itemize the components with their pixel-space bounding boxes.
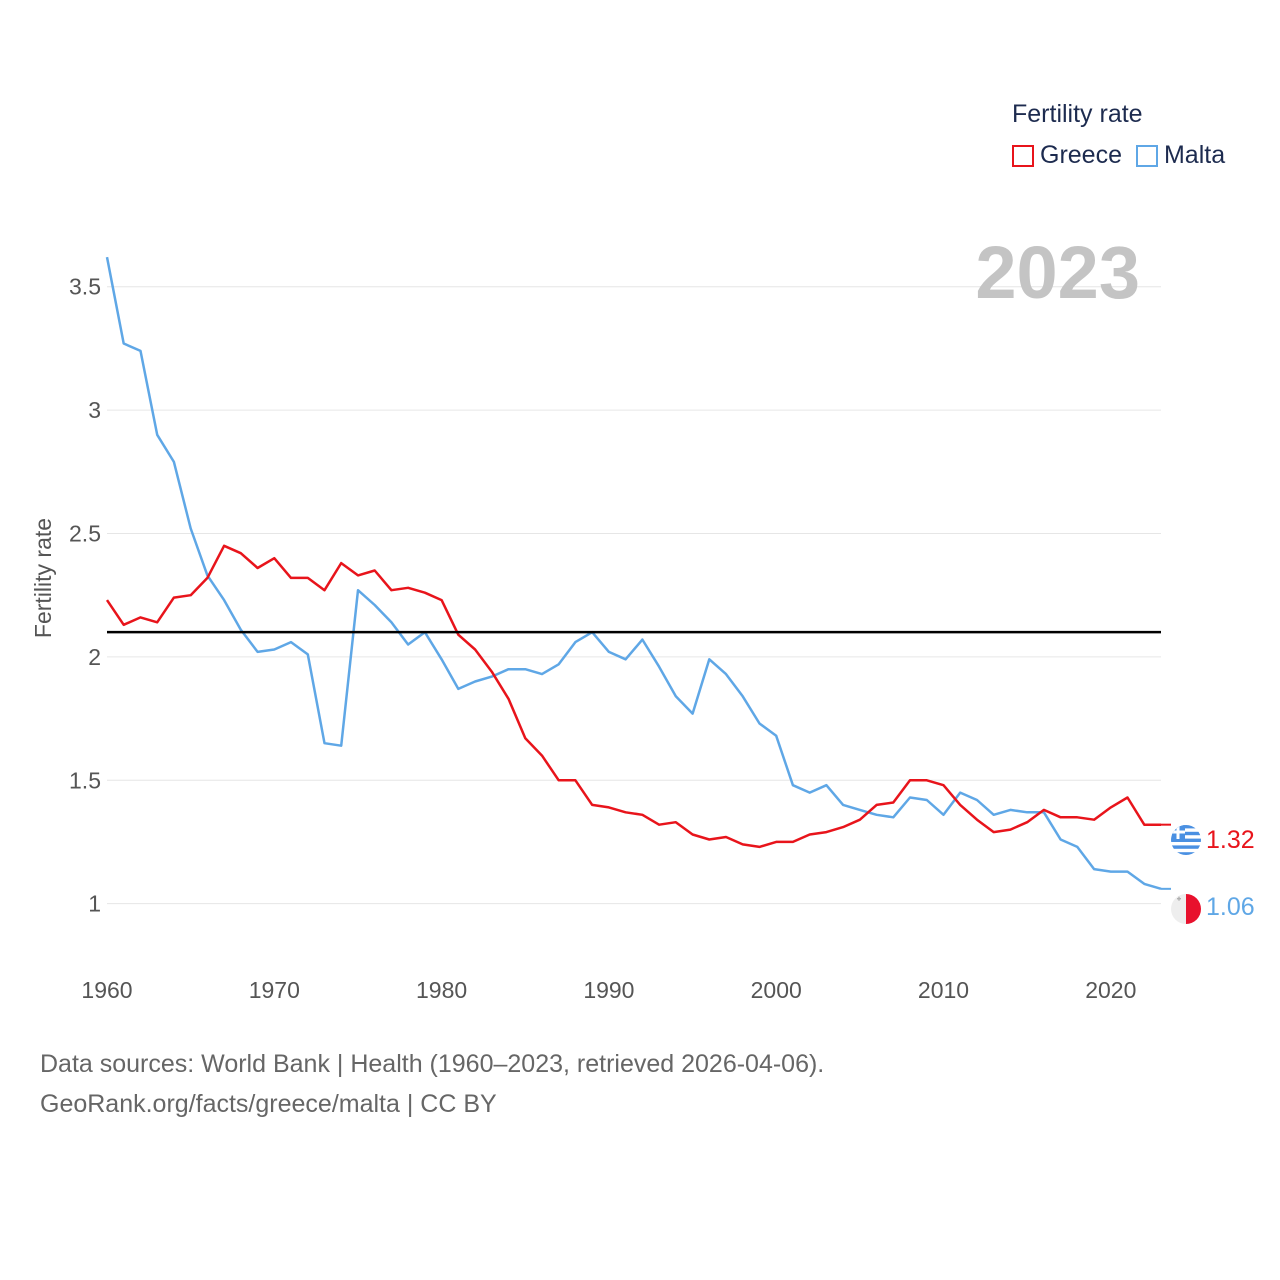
legend-label-malta: Malta — [1163, 141, 1226, 169]
series-layer — [105, 256, 1171, 890]
x-axis-tick-labels: 1960 1970 1980 1990 2000 2010 2020 — [81, 977, 1136, 1003]
legend-item-malta[interactable]: Malta — [1135, 141, 1226, 170]
y-tick-label: 3.5 — [69, 274, 101, 300]
y-axis-label: Fertility rate — [30, 518, 56, 638]
data-source-line: Data sources: World Bank | Health (1960–… — [40, 1050, 825, 1078]
y-tick-label: 2 — [88, 644, 101, 670]
y-tick-label: 1 — [88, 891, 101, 917]
malta-end-value: 1.06 — [1206, 893, 1255, 921]
legend-title: Fertility rate — [1012, 100, 1143, 128]
legend-item-greece[interactable]: Greece — [1012, 141, 1122, 170]
x-tick-label: 1990 — [583, 977, 634, 1003]
legend-label-greece: Greece — [1040, 141, 1122, 169]
x-tick-label: 1980 — [416, 977, 467, 1003]
greece-end-value: 1.32 — [1206, 826, 1255, 854]
malta-flag-icon — [1171, 894, 1201, 924]
y-tick-label: 1.5 — [69, 767, 101, 793]
year-watermark: 2023 — [975, 231, 1140, 314]
x-tick-label: 2000 — [751, 977, 802, 1003]
malta-swatch-icon — [1135, 144, 1158, 167]
x-tick-label: 2020 — [1085, 977, 1136, 1003]
greece-swatch-icon — [1012, 144, 1034, 167]
y-axis-tick-labels: 1 1.5 2 2.5 3 3.5 — [69, 274, 101, 917]
greece-flag-icon — [1171, 825, 1201, 855]
series-line-malta[interactable] — [105, 256, 1162, 890]
series-line-greece[interactable] — [105, 544, 1161, 849]
y-tick-label: 2.5 — [69, 520, 101, 546]
legend: Fertility rate Greece Malta — [1012, 100, 1231, 170]
y-tick-label: 3 — [88, 397, 101, 423]
x-tick-label: 2010 — [918, 977, 969, 1003]
attribution-line[interactable]: GeoRank.org/facts/greece/malta | CC BY — [40, 1090, 497, 1118]
x-tick-label: 1970 — [249, 977, 300, 1003]
x-tick-label: 1960 — [81, 977, 132, 1003]
grid-lines — [107, 286, 1161, 905]
source-footer: Data sources: World Bank | Health (1960–… — [40, 1044, 824, 1124]
